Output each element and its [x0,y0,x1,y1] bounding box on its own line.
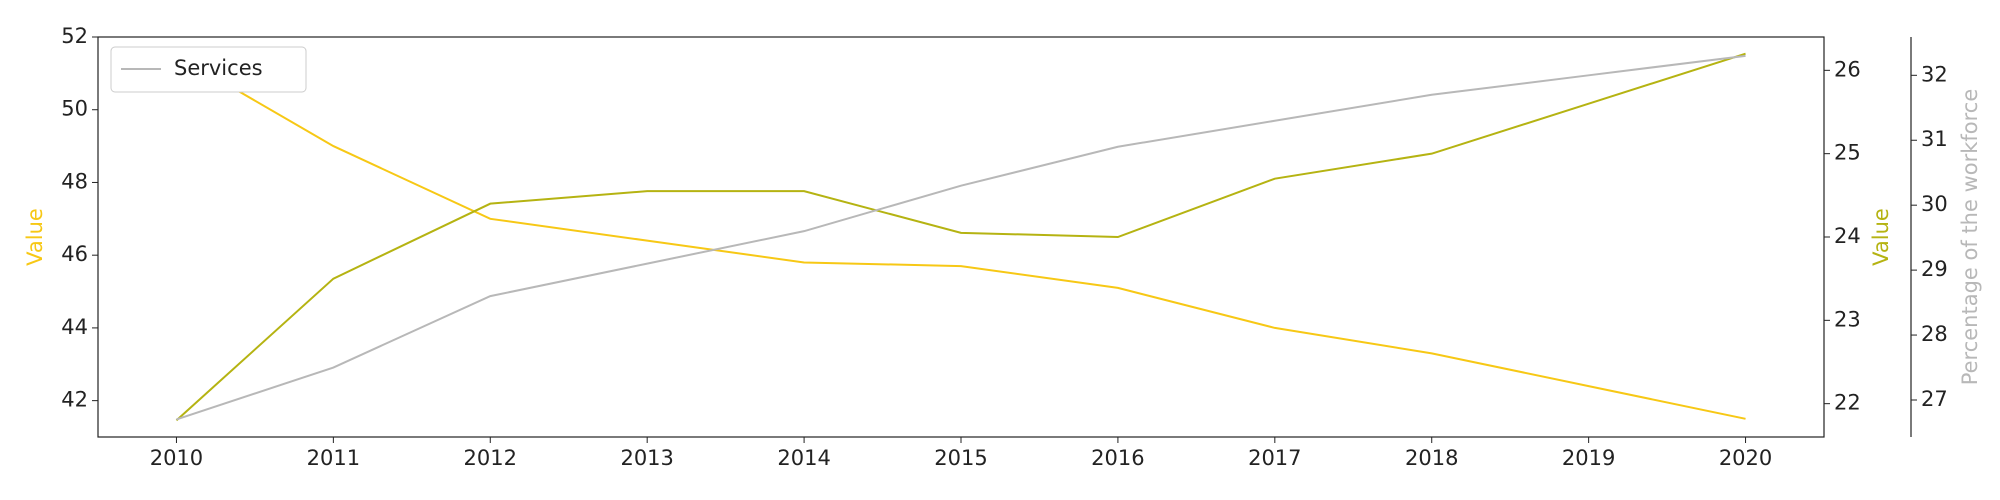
series-line [175,52,1746,422]
y2-tick-label: 24 [1834,224,1861,248]
x-tick-label: 2011 [307,446,360,470]
x-tick-label: 2016 [1091,446,1144,470]
y3-tick-label: 30 [1921,192,1948,216]
x-tick-label: 2017 [1248,446,1301,470]
y2-label: Value [1869,208,1893,266]
y-label: Value [23,208,47,266]
legend-label: Services [174,56,263,80]
y3-tick-label: 31 [1921,127,1948,151]
series-line [175,54,1746,420]
y-tick-label: 52 [61,24,88,48]
y2-tick-label: 23 [1834,307,1861,331]
y-tick-label: 46 [61,242,88,266]
x-tick-label: 2014 [777,446,830,470]
y3-tick-label: 28 [1921,322,1948,346]
y3-tick-label: 29 [1921,257,1948,281]
x-tick-label: 2012 [464,446,517,470]
y2-tick-label: 25 [1834,141,1861,165]
y-tick-label: 42 [61,388,88,412]
y-tick-label: 48 [61,169,88,193]
x-tick-label: 2015 [934,446,987,470]
y2-tick-label: 26 [1834,57,1861,81]
y-tick-label: 44 [61,315,88,339]
x-tick-label: 2020 [1719,446,1772,470]
x-tick-label: 2019 [1562,446,1615,470]
x-tick-label: 2010 [150,446,203,470]
x-tick-label: 2013 [620,446,673,470]
x-tick-label: 2018 [1405,446,1458,470]
plot-frame [97,36,1825,438]
y3-tick-label: 32 [1921,62,1948,86]
y3-tick-label: 27 [1921,387,1948,411]
series-line [176,54,1746,421]
legend-box [110,46,307,93]
y2-tick-label: 22 [1834,391,1861,415]
y3-label: Percentage of the workforce [1958,89,1982,386]
y-tick-label: 50 [61,97,88,121]
